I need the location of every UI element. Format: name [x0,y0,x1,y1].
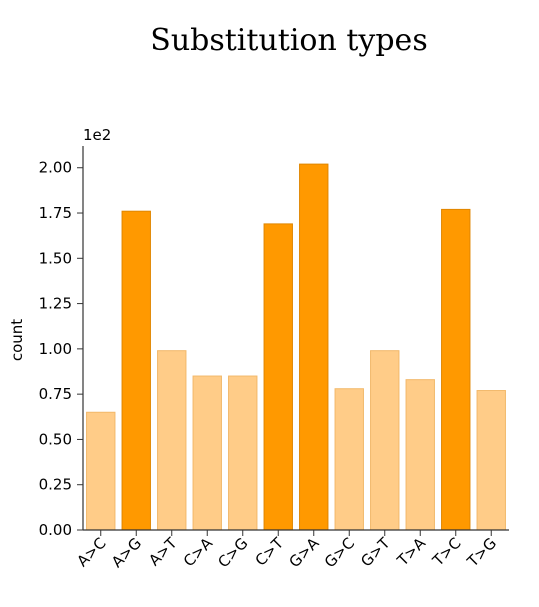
bar-T>C [441,208,471,531]
y-tick-label: 1.25 [39,295,72,313]
x-tick-label: G>C [321,534,358,571]
bar-G>A [299,163,329,531]
y-tick-label: 0.25 [39,476,72,494]
x-tick-label: A>C [73,534,109,570]
bar-T>A [405,379,435,531]
x-tick-label: A>G [108,534,145,571]
y-axis-label: count [8,319,26,361]
y-tick-label: 1.75 [39,204,72,222]
x-tick-label: T>A [393,534,430,571]
x-tick-label: C>T [252,534,288,570]
bar-G>T [370,350,400,531]
bars-group [86,163,506,531]
x-tick-label: G>A [285,534,323,572]
x-ticks-group: A>CA>G A>T C>AC>G C>TG>AG>C G>T T>A T>C T>G [73,530,500,571]
chart-title: Substitution types [150,23,427,58]
y-tick-label: 1.50 [39,249,72,267]
bar-T>G [476,390,506,531]
x-tick-label: T>G [463,534,500,571]
bar-C>A [192,375,222,531]
y-tick-label: 0.00 [39,521,72,539]
bar-G>C [334,388,364,531]
bar-C>T [263,223,293,531]
x-tick-label: C>A [180,534,217,571]
y-tick-label: 0.75 [39,385,72,403]
bar-A>C [86,411,116,531]
y-tick-label: 1.00 [39,340,72,358]
x-tick-label: A>T [145,534,181,570]
y-axis-scale-label: 1e2 [83,126,111,144]
bar-C>G [228,375,258,531]
y-tick-label: 2.00 [39,159,72,177]
x-tick-label: G>T [357,534,394,571]
x-tick-label: C>G [214,534,251,571]
bar-A>T [157,350,187,531]
bar-A>G [121,210,151,531]
y-ticks-group: 0.00 0.25 0.50 0.75 1.00 1.25 1.50 1.75 2.00 [39,159,83,539]
y-tick-label: 0.50 [39,430,72,448]
x-tick-label: T>C [428,534,464,570]
